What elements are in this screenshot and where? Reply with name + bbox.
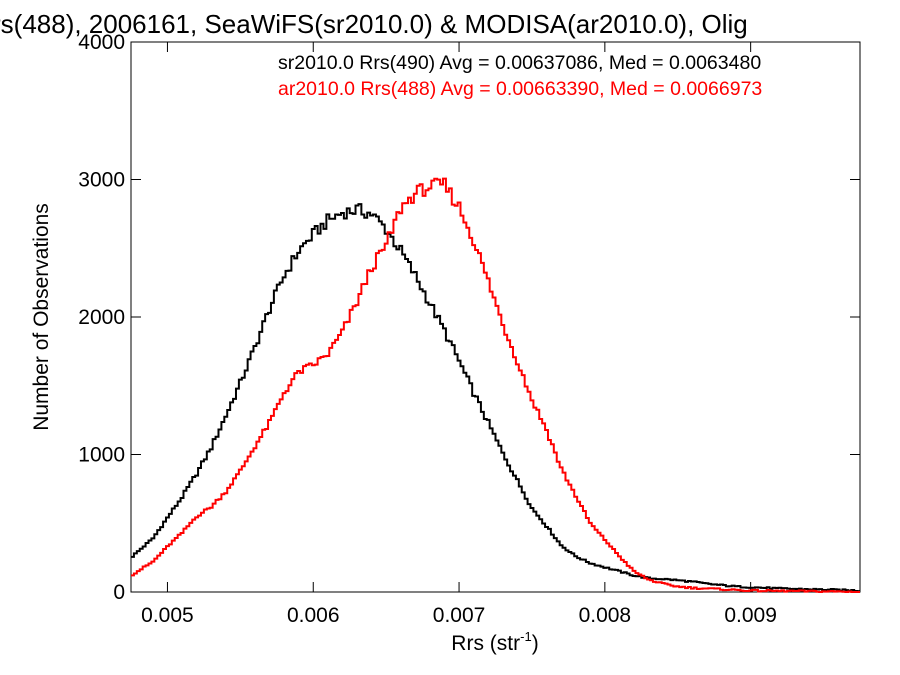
y-tick-label: 1000 [78, 444, 125, 467]
x-tick-label: 0.006 [287, 604, 340, 627]
x-axis-label-close: ) [532, 632, 539, 655]
y-tick-label: 4000 [78, 31, 125, 54]
x-tick-label: 0.005 [141, 604, 194, 627]
x-axis-label-superscript: -1 [520, 629, 532, 644]
y-axis-label: Number of Observations [30, 203, 53, 431]
y-tick-label: 2000 [78, 306, 125, 329]
x-tick-label: 0.009 [724, 604, 777, 627]
chart-title: rs(488), 2006161, SeaWiFS(sr2010.0) & MO… [0, 9, 748, 39]
series-1-histogram [131, 203, 860, 593]
x-tick-label: 0.008 [579, 604, 632, 627]
plot-frame [130, 41, 861, 593]
x-tick-label: 0.007 [433, 604, 486, 627]
y-tick-label: 0 [113, 581, 125, 604]
legend-entry-2: ar2010.0 Rrs(488) Avg = 0.00663390, Med … [278, 78, 762, 100]
legend-entry-1: sr2010.0 Rrs(490) Avg = 0.00637086, Med … [278, 52, 761, 74]
x-axis-label-main: Rrs (str [451, 632, 520, 655]
series-2-histogram [131, 177, 860, 593]
x-axis-label: Rrs (str-1) [451, 629, 538, 655]
y-tick-label: 3000 [78, 169, 125, 192]
